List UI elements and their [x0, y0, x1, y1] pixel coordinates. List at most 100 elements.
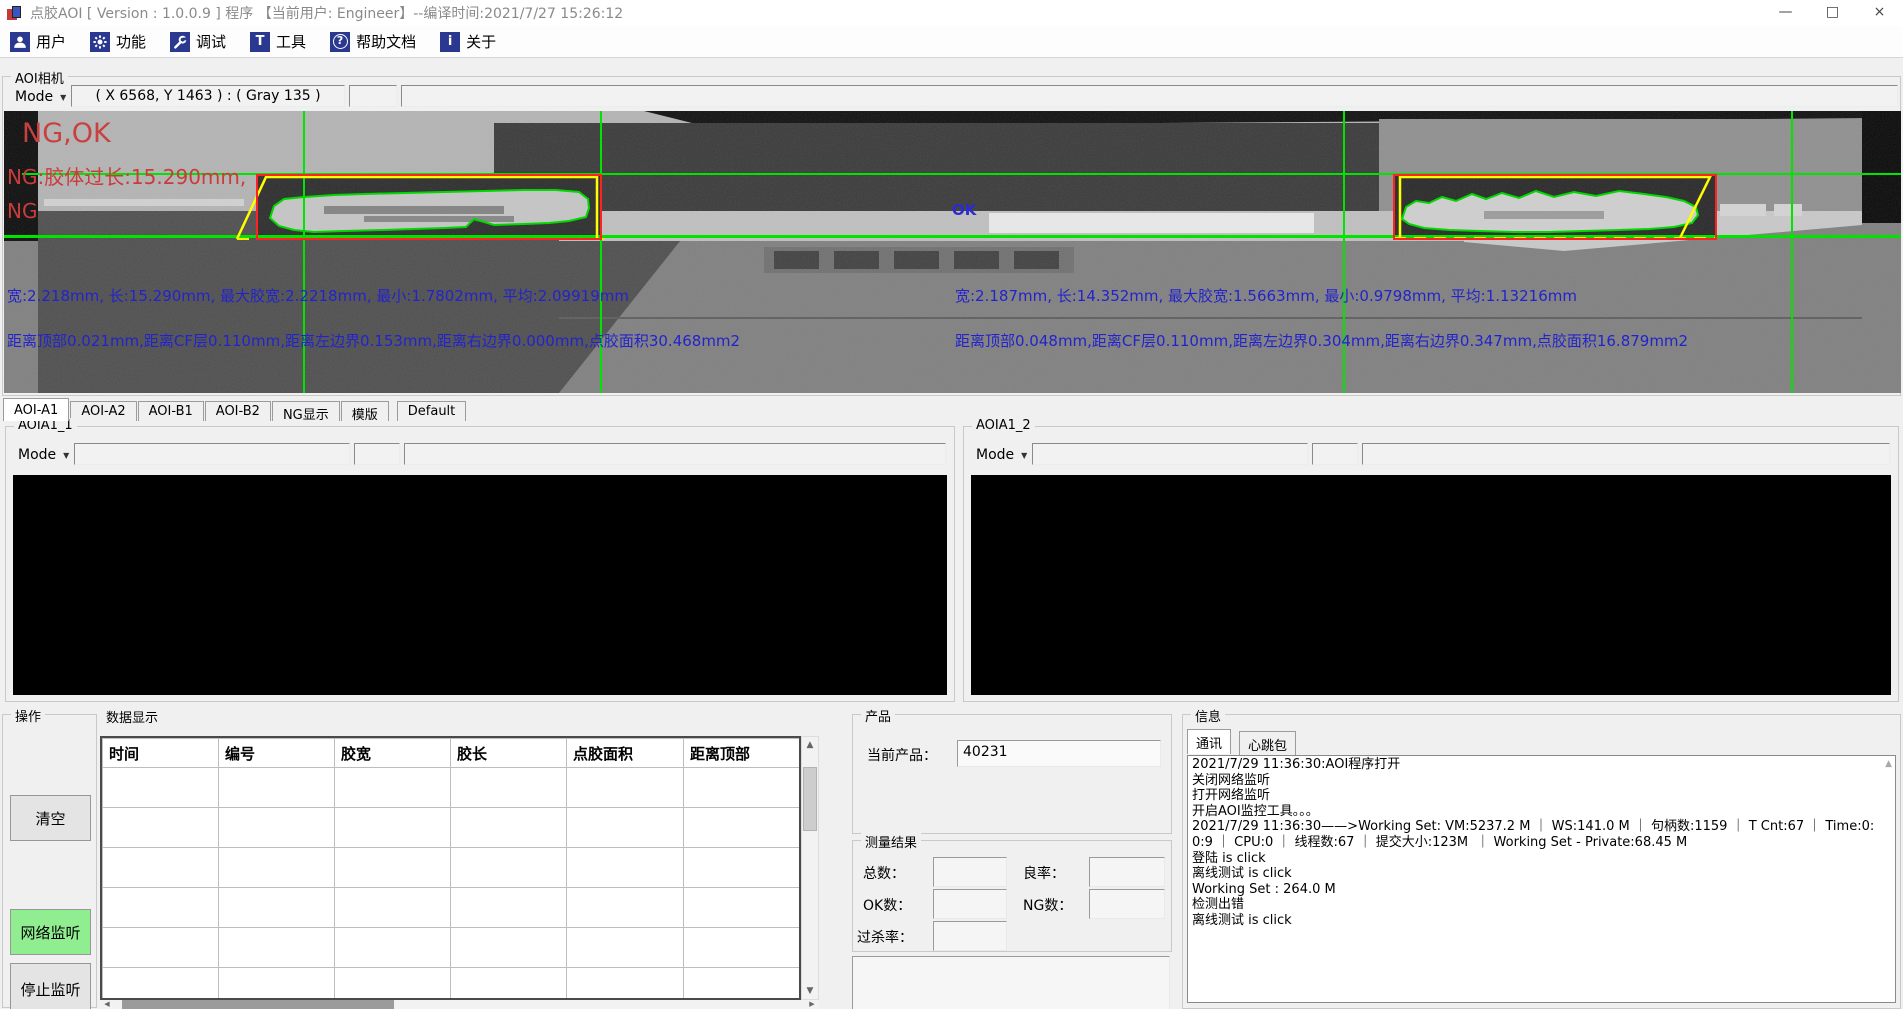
pixel-info-field[interactable]: ( X 6568, Y 1463 ) : ( Gray 135 ) [71, 85, 345, 107]
crosshair-vline-1 [303, 111, 305, 393]
aoi-tabstrip: AOI-A1 AOI-A2 AOI-B1 AOI-B2 NG显示 模版 Defa… [3, 398, 467, 423]
col-header-glue-width: 胶宽 [334, 738, 451, 768]
group-label: 信息 [1191, 706, 1226, 725]
comm-log[interactable]: 2021/7/29 11:36:30:AOI程序打开 关闭网络监听 打开网络监听… [1187, 755, 1896, 1003]
stop-listen-button[interactable]: 停止监听 [10, 963, 91, 1009]
scroll-right-icon[interactable]: ▶ [805, 1000, 819, 1009]
network-listen-button[interactable]: 网络监听 [10, 909, 91, 955]
scroll-up-icon[interactable]: ▲ [802, 737, 818, 753]
table-row[interactable] [102, 767, 799, 808]
aoia1-1-field-wide[interactable] [404, 443, 946, 465]
chevron-down-icon: ▼ [63, 450, 70, 460]
col-header-id: 编号 [218, 738, 335, 768]
app-icon [7, 5, 22, 21]
menu-item-user[interactable]: 用户 [10, 31, 66, 52]
yield-field[interactable] [1089, 857, 1165, 887]
operation-group: 操作 清空 网络监听 停止监听 [2, 706, 97, 1009]
clear-button[interactable]: 清空 [10, 795, 91, 841]
scroll-down-icon[interactable]: ▼ [802, 983, 818, 999]
menu-item-help[interactable]: ? 帮助文档 [330, 31, 416, 52]
left-glue-yellow-box [235, 175, 599, 240]
menu-item-about[interactable]: i 关于 [440, 31, 496, 52]
ok-count-field[interactable] [933, 889, 1007, 919]
table-header-row: 时间 编号 胶宽 胶长 点胶面积 距离顶部 [102, 738, 799, 768]
group-label: AOI相机 [11, 68, 68, 87]
right-measure-line2: 距离顶部0.048mm,距离CF层0.110mm,距离左边界0.304mm,距离… [955, 332, 1688, 350]
menubar: 用户 功能 调试 T 工具 ? 帮助文档 i 关于 [0, 26, 1903, 58]
titlebar: 点胶AOI [ Version : 1.0.0.9 ] 程序 【当前用户: En… [0, 0, 1903, 26]
close-button[interactable]: × [1873, 4, 1886, 20]
left-measure-line1: 宽:2.218mm, 长:15.290mm, 最大胶宽:2.2218mm, 最小… [7, 287, 629, 305]
group-label: AOIA1_1 [14, 418, 77, 433]
table-row[interactable] [102, 967, 799, 998]
tab-template[interactable]: 模版 [340, 401, 389, 423]
col-header-glue-area: 点胶面积 [566, 738, 684, 768]
tab-comm[interactable]: 通讯 [1187, 729, 1232, 754]
aoia1-1-field-main[interactable] [74, 443, 350, 465]
camera-mode-dropdown[interactable]: Mode ▼ [15, 89, 67, 105]
table-row[interactable] [102, 807, 799, 848]
group-label: 产品 [861, 706, 896, 725]
results-group: 测量结果 总数： 良率： OK数： NG数： 过杀率： [852, 832, 1172, 952]
right-glue-red-box [1393, 174, 1717, 240]
table-horizontal-scrollbar[interactable]: ◀ ▶ [100, 1000, 819, 1009]
table-row[interactable] [102, 847, 799, 888]
result-message-box [852, 956, 1170, 1009]
camera-field-wide[interactable] [401, 85, 1898, 107]
current-product-field[interactable]: 40231 [957, 740, 1161, 767]
measurement-table[interactable]: 时间 编号 胶宽 胶长 点胶面积 距离顶部 [100, 736, 801, 1000]
tab-heartbeat[interactable]: 心跳包 [1239, 731, 1297, 756]
aoia1-1-field-secondary[interactable] [354, 443, 400, 465]
aoia1-2-field-main[interactable] [1032, 443, 1308, 465]
camera-live-view: NG,OK NG:胶体过长:15.290mm, NG OK 宽:2.218mm,… [4, 111, 1901, 393]
data-display-label: 数据显示 [106, 711, 159, 726]
gear-icon [90, 31, 111, 52]
tab-default[interactable]: Default [396, 401, 467, 421]
col-header-distance-top: 距离顶部 [683, 738, 799, 768]
right-glue-contour [1400, 189, 1700, 233]
about-icon: i [440, 31, 461, 52]
aoia1-2-field-wide[interactable] [1362, 443, 1890, 465]
total-count-field[interactable] [933, 857, 1007, 887]
crosshair-vline-2 [600, 111, 602, 393]
ok-count-label: OK数： [863, 898, 912, 914]
menu-item-functions[interactable]: 功能 [90, 31, 146, 52]
ng-count-field[interactable] [1089, 889, 1165, 919]
tab-aoi-a2[interactable]: AOI-A2 [70, 401, 137, 421]
log-line: 2021/7/29 11:36:30:AOI程序打开 [1192, 757, 1401, 772]
menu-item-debug[interactable]: 调试 [170, 31, 226, 52]
window-title: 点胶AOI [ Version : 1.0.0.9 ] 程序 【当前用户: En… [30, 6, 624, 22]
table-row[interactable] [102, 887, 799, 928]
camera-field-secondary[interactable] [349, 85, 397, 107]
table-row[interactable] [102, 927, 799, 968]
scrollbar-thumb[interactable] [122, 1000, 394, 1009]
crosshair-vline-3 [1343, 111, 1345, 393]
aoia1-2-mode-dropdown[interactable]: Mode ▼ [976, 447, 1028, 463]
right-glue-yellow-box [1398, 175, 1713, 239]
minimize-button[interactable]: — [1778, 4, 1793, 20]
scroll-up-icon[interactable]: ▲ [1885, 759, 1892, 769]
table-vertical-scrollbar[interactable]: ▲ ▼ [801, 736, 819, 1000]
scroll-left-icon[interactable]: ◀ [100, 1000, 114, 1009]
menu-item-tools[interactable]: T 工具 [250, 31, 306, 52]
aoia1-1-mode-dropdown[interactable]: Mode ▼ [18, 447, 70, 463]
log-line: Working Set : 264.0 M [1192, 881, 1336, 897]
overkill-field[interactable] [933, 921, 1007, 951]
menu-label: 帮助文档 [356, 33, 417, 51]
total-label: 总数： [863, 866, 905, 882]
selected-cell[interactable] [102, 767, 219, 808]
aoia1-2-field-secondary[interactable] [1312, 443, 1358, 465]
tab-ng-display[interactable]: NG显示 [271, 401, 340, 423]
maximize-button[interactable]: □ [1825, 4, 1840, 20]
aoia1-2-view [971, 475, 1891, 695]
tab-aoi-b2[interactable]: AOI-B2 [204, 401, 271, 421]
group-label: 测量结果 [861, 832, 922, 851]
scrollbar-thumb[interactable] [803, 767, 817, 831]
log-line: 离线测试 is click [1192, 912, 1292, 928]
log-line: 离线测试 is click [1192, 866, 1292, 882]
tab-aoi-a1[interactable]: AOI-A1 [3, 398, 70, 421]
tab-aoi-b1[interactable]: AOI-B1 [137, 401, 204, 421]
menu-label: 功能 [116, 33, 147, 51]
ok-flag-text: OK [952, 201, 978, 219]
